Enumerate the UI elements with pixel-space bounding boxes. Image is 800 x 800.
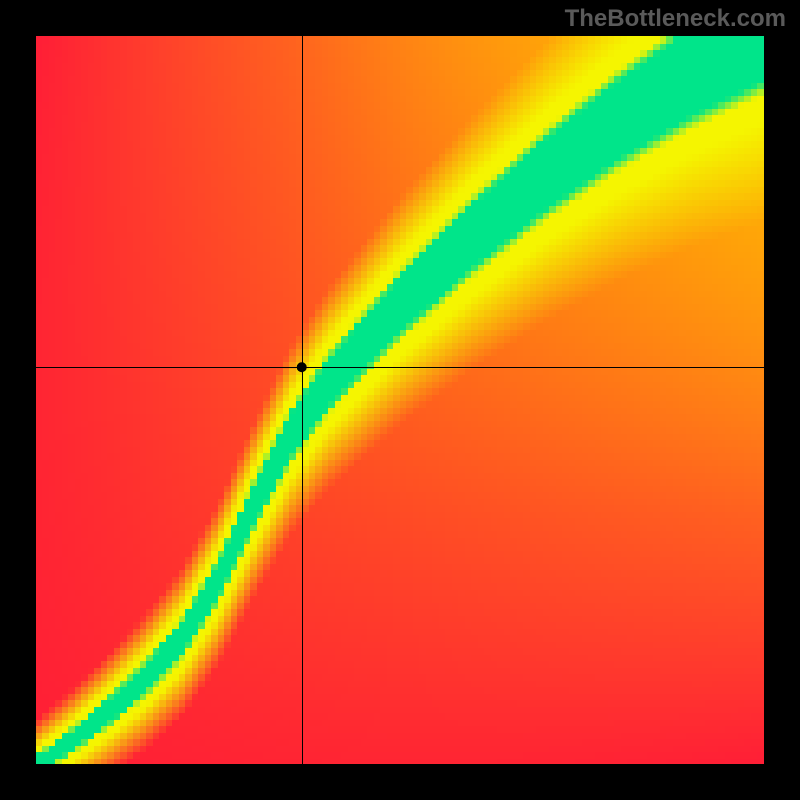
chart-container: TheBottleneck.com xyxy=(0,0,800,800)
watermark-text: TheBottleneck.com xyxy=(565,5,786,33)
heatmap-canvas xyxy=(36,36,764,764)
